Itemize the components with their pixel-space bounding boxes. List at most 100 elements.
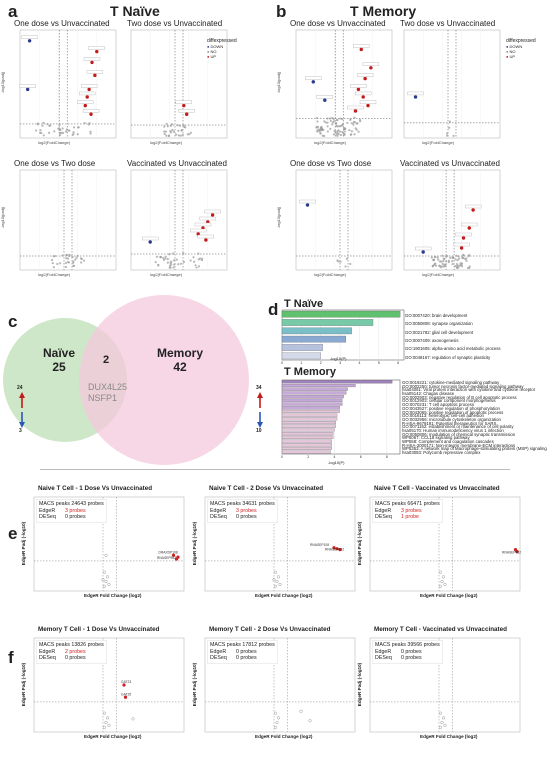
volcano-gene-label xyxy=(204,209,221,214)
go-bar xyxy=(281,406,340,410)
volcano-point-ns xyxy=(82,259,86,262)
volcano-point-ns xyxy=(162,258,166,262)
volcano-point-ns xyxy=(350,122,353,125)
volcano-point-ns xyxy=(315,116,318,120)
go-term-label: R-HSA-9679191: Potential therapeutics fo… xyxy=(402,420,497,426)
volcano-point-ns xyxy=(155,255,159,258)
scatter-point-significant xyxy=(515,549,519,554)
scatter-xlabel: EdgeR Fold Change (log2) xyxy=(255,734,313,739)
scatter-point xyxy=(107,582,111,586)
volcano-point-ns xyxy=(159,256,162,259)
volcano-point-up xyxy=(363,76,367,81)
volcano-point-ns xyxy=(166,261,169,264)
volcano-gene-label xyxy=(305,76,322,80)
scatter-ylabel: EdgeR Padj (-log10) xyxy=(357,662,363,707)
scatter-gene-label: RNASEP982 xyxy=(325,548,344,552)
volcano-point-ns xyxy=(52,265,55,269)
volcano-point-ns xyxy=(344,127,347,130)
volcano-point-ns xyxy=(72,132,75,135)
volcano-point-ns xyxy=(342,132,345,135)
volcano-point-ns xyxy=(447,259,451,262)
scatter-point xyxy=(273,570,278,574)
volcano-point-ns xyxy=(79,257,83,260)
volcano-gene-label xyxy=(82,109,100,113)
go-term-label: GO:0043065: positive regulation of apopt… xyxy=(402,409,504,415)
naive-up-count: 24 xyxy=(17,385,23,391)
volcano-point-ns xyxy=(349,118,352,122)
volcano-point-up xyxy=(353,109,358,113)
scatter-point xyxy=(441,575,446,579)
volcano-point-ns xyxy=(316,130,319,133)
volcano-point-ns xyxy=(53,254,57,258)
volcano-point-ns xyxy=(457,257,461,260)
volcano-point-up xyxy=(471,208,475,212)
volcano-point-ns xyxy=(173,263,176,266)
volcano-point-ns xyxy=(68,253,71,256)
volcano-point-ns xyxy=(335,124,338,127)
go-term-label: GO:0019221: cytokine-mediated signaling … xyxy=(402,380,500,385)
panel-b-xlabel-1: log2(FoldChange) xyxy=(314,140,347,145)
volcano-point-ns xyxy=(162,256,165,260)
volcano-point-up xyxy=(90,60,94,65)
scatter-title: Naive T Cell - 1 Dose Vs Unvaccinated xyxy=(38,485,153,492)
volcano-point-ns xyxy=(186,133,189,136)
panel-a-volcano-1 xyxy=(19,29,117,139)
go-term-label: GO:0032956: microtubule cytoskeleton org… xyxy=(402,416,501,422)
volcano-point-ns xyxy=(172,252,175,255)
volcano-point-ns xyxy=(42,134,45,137)
volcano-point-ns xyxy=(172,266,175,269)
volcano-gene-label xyxy=(77,100,94,104)
go-bar xyxy=(281,443,332,447)
volcano-point-ns xyxy=(59,129,62,132)
volcano-gene-label xyxy=(299,199,316,204)
edger-row: EdgeR 0 probes xyxy=(375,648,422,655)
volcano-point-ns xyxy=(451,262,454,266)
panel-b-legend-down: ● DOWN xyxy=(506,44,523,49)
volcano-point-ns xyxy=(356,122,359,125)
go-bar xyxy=(281,435,334,439)
volcano-point-up xyxy=(459,246,464,250)
macs-peaks-text: MACS peaks 66471 probes xyxy=(375,501,440,507)
scatter-point xyxy=(441,716,446,720)
scatter-ylabel: EdgeR Padj (-log10) xyxy=(21,521,27,566)
volcano-point-ns xyxy=(189,259,192,262)
volcano-point-ns xyxy=(336,259,339,262)
volcano-frame xyxy=(403,29,501,139)
volcano-point-ns xyxy=(341,123,344,127)
volcano-point-ns xyxy=(338,130,342,133)
go-bar xyxy=(281,432,334,436)
scatter-stats-box: MACS peaks 39566 probes EdgeR 0 probes DESe… xyxy=(372,640,443,664)
panel-b-xlabel-4: log2(FoldChange) xyxy=(422,272,455,277)
panel-a-xlabel-1: log2(FoldChange) xyxy=(38,140,71,145)
scatter-stats-box: MACS peaks 17812 probes EdgeR 0 probes DESe… xyxy=(207,640,278,664)
scatter-point xyxy=(438,725,443,729)
volcano-point-ns xyxy=(53,130,56,133)
panel-a-volcano-3 xyxy=(19,169,117,271)
volcano-point-ns xyxy=(169,261,172,264)
panel-b-subplot-1-title: One dose vs Unvaccinated xyxy=(290,19,386,28)
volcano-point-ns xyxy=(60,131,63,134)
go-bar-tick-label: 5 xyxy=(378,361,380,365)
go-term-label: hsa05142: Chagas disease xyxy=(402,391,455,397)
panel-c-letter: c xyxy=(8,312,18,331)
volcano-point-ns xyxy=(179,262,182,265)
memory-go-terms: GO:0019221: cytokine-mediated signaling … xyxy=(402,381,547,455)
go-bar-tick-label: 2 xyxy=(307,455,309,459)
macs-peaks-text: MACS peaks 24643 probes xyxy=(39,501,104,507)
volcano-point-ns xyxy=(76,126,80,129)
volcano-point-ns xyxy=(339,260,342,263)
panel-b-volcano-3 xyxy=(295,169,393,271)
volcano-point-ns xyxy=(440,265,443,268)
volcano-point-ns xyxy=(357,130,360,133)
volcano-point-ns xyxy=(193,260,196,263)
volcano-point-ns xyxy=(64,130,68,133)
go-bar xyxy=(281,395,344,399)
volcano-point-ns xyxy=(430,256,433,259)
naive-go-terms: GO:0007420: brain development GO:0050808:… xyxy=(405,312,501,362)
volcano-point-down xyxy=(27,39,32,43)
go-term-label: GO:0012903: cellular component morphogen… xyxy=(402,398,496,404)
go-term-label: GO:0002250: tumor necrosis factor-mediat… xyxy=(402,383,524,389)
scatter-point xyxy=(438,570,443,574)
volcano-point-up xyxy=(359,47,363,52)
scatter-point xyxy=(278,582,282,586)
